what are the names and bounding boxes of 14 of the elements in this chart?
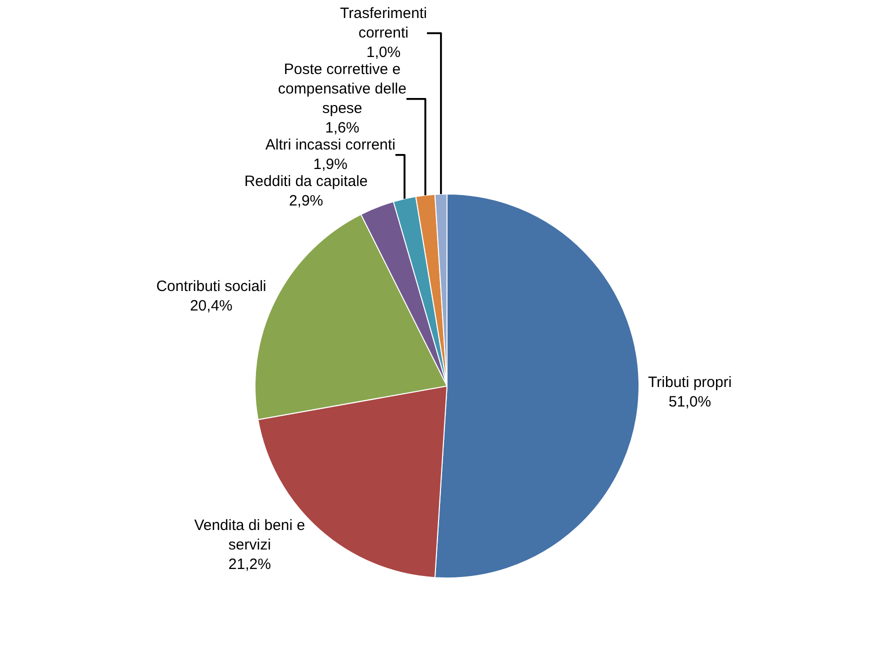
data-label: 51,0% bbox=[668, 393, 712, 410]
data-label: 1,0% bbox=[366, 44, 401, 62]
slice-label: Redditi da capitale bbox=[244, 173, 368, 190]
data-label: 21,2% bbox=[228, 556, 271, 573]
slice-label: Trasferimenti correnti bbox=[340, 5, 427, 42]
slice-label: Contributi sociali bbox=[156, 278, 266, 295]
slice-label: Altri incassi correnti bbox=[265, 136, 396, 154]
slice-label: Tributi propri bbox=[648, 374, 732, 391]
data-label: 20,4% bbox=[190, 297, 233, 314]
data-label: 1,9% bbox=[313, 156, 348, 174]
data-label: 1,6% bbox=[325, 120, 360, 137]
data-label: 2,9% bbox=[288, 192, 324, 210]
slice-label: Vendita di beni e servizi bbox=[194, 516, 306, 554]
slice-label: Poste correttive e compensative delle spese bbox=[278, 61, 406, 118]
